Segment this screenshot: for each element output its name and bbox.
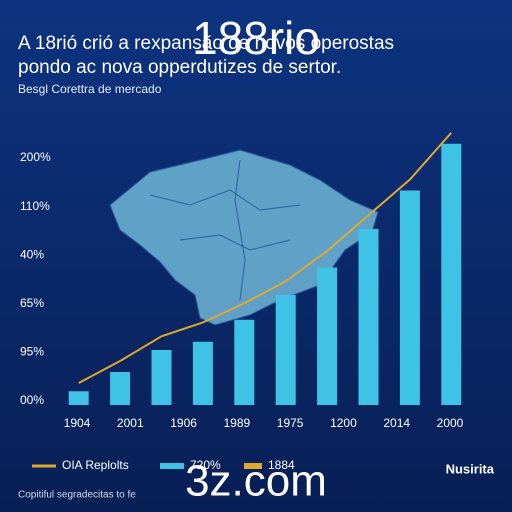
bar: [192, 341, 213, 405]
y-tick-label: 95%: [20, 345, 44, 359]
legend-label: 1884: [268, 458, 295, 472]
x-tick-label: 1906: [170, 416, 197, 430]
x-tick-label: 1975: [277, 416, 304, 430]
footnote: Copitiful segradecitas to fe: [18, 490, 136, 501]
bar: [151, 350, 172, 405]
bar: [441, 143, 462, 405]
bar: [110, 372, 131, 405]
line: [78, 132, 453, 384]
watermark: 3z.com: [185, 457, 327, 506]
legend-swatch: [244, 463, 262, 469]
watermark: 188rio: [192, 12, 320, 64]
title-line2: pondo ac nova opperdutizes de sertor.: [18, 57, 341, 78]
y-tick-label: 40%: [20, 247, 44, 261]
x-tick-label: 2014: [383, 416, 410, 430]
bar: [68, 391, 89, 405]
bar: [399, 190, 420, 405]
legend-label: OIA Replolts: [62, 458, 129, 472]
bar: [317, 267, 338, 405]
x-tick-label: 2000: [437, 416, 464, 430]
y-tick-label: 65%: [20, 296, 44, 310]
bar: [275, 295, 296, 405]
subtitle: Besgl Corettra de mercado: [18, 82, 162, 96]
y-tick-label: 00%: [20, 393, 44, 407]
bar: [234, 319, 255, 405]
y-tick-label: 200%: [20, 150, 51, 164]
y-tick-label: 110%: [20, 199, 50, 213]
x-tick-label: 1989: [224, 416, 251, 430]
x-tick-label: 1904: [64, 416, 91, 430]
x-tick-label: 1200: [330, 416, 357, 430]
title: A 18rió crió a rexpansão de novos operos…: [18, 33, 394, 54]
legend-label: 720%: [190, 458, 221, 472]
brand: Nusirita: [446, 461, 495, 476]
legend-swatch: [160, 463, 184, 469]
x-tick-label: 2001: [117, 416, 144, 430]
plot: 200% 110% 40% 65% 95% 00% 1904 2001 1906 1989 1975…: [20, 132, 464, 430]
map-borders: [149, 159, 301, 301]
bar: [358, 229, 379, 405]
